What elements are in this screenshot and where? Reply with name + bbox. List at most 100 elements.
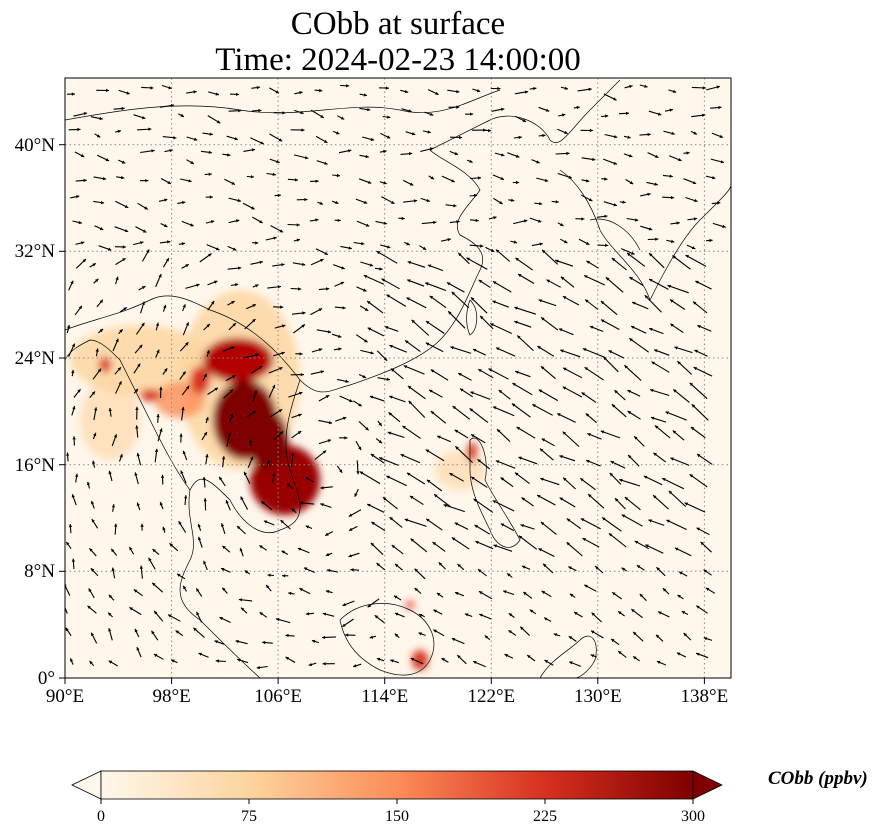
wind-arrow-head <box>493 406 497 410</box>
wind-arrow-head <box>631 609 635 613</box>
wind-arrow-head <box>71 369 75 374</box>
wind-arrow-shaft <box>555 259 574 267</box>
wind-arrow-head <box>299 91 303 95</box>
wind-arrow-head <box>611 404 616 408</box>
wind-arrow-shaft <box>489 323 513 334</box>
wind-arrow-head <box>96 134 101 138</box>
wind-arrow-head <box>716 85 720 89</box>
wind-arrow-head <box>584 275 588 279</box>
wind-arrow-head <box>253 390 257 394</box>
wind-arrow-head <box>196 283 200 287</box>
wind-arrow-head <box>252 319 256 323</box>
wind-arrow-shaft <box>518 456 538 465</box>
wind-arrow-head <box>326 568 331 573</box>
wind-arrow-head <box>383 149 387 154</box>
wind-arrow-head <box>629 84 633 89</box>
wind-arrow-head <box>477 176 481 180</box>
wind-arrow-head <box>305 612 310 616</box>
wind-arrow-head <box>156 414 160 418</box>
wind-arrow-head <box>303 567 308 571</box>
wind-arrow-shaft <box>425 320 445 334</box>
wind-arrow-head <box>587 433 591 437</box>
lon-tick-label: 106°E <box>254 686 302 707</box>
wind-arrow-head <box>250 175 254 179</box>
wind-arrow-shaft <box>425 449 445 462</box>
wind-arrow-head <box>453 204 457 208</box>
wind-arrow-head <box>113 434 117 438</box>
wind-arrow-shaft <box>470 297 488 314</box>
wind-arrow-head <box>148 127 152 131</box>
wind-arrow-shaft <box>626 252 646 267</box>
wind-arrow-head <box>633 656 637 660</box>
wind-arrow-head <box>703 569 707 573</box>
wind-arrow-head <box>383 357 388 361</box>
wind-arrow-head <box>336 173 340 178</box>
wind-arrow-head <box>622 200 626 204</box>
wind-arrow-head <box>433 629 437 633</box>
wind-arrow-head <box>427 130 431 134</box>
wind-arrow-head <box>136 502 140 506</box>
wind-arrow-head <box>383 181 387 185</box>
lon-tick-labels: 90°E 98°E 106°E 114°E 122°E 130°E 138°E <box>46 686 728 707</box>
wind-arrow-head <box>401 216 405 221</box>
wind-arrow-head <box>197 536 202 541</box>
wind-arrow-head <box>70 280 74 285</box>
wind-arrow-head <box>318 308 323 312</box>
wind-arrow-head <box>134 472 138 476</box>
wind-arrow-head <box>91 632 95 637</box>
wind-arrow-head <box>720 160 724 164</box>
wind-arrow-shaft <box>582 347 606 358</box>
wind-arrow-head <box>447 238 451 242</box>
wind-arrow-head <box>285 633 289 638</box>
wind-arrow-head <box>346 84 350 88</box>
wind-arrow-head <box>407 386 412 390</box>
wind-arrow-head <box>588 494 592 498</box>
wind-arrow-head <box>95 348 99 352</box>
wind-arrow-shaft <box>652 494 669 510</box>
wind-arrow-head <box>304 197 308 202</box>
wind-arrow-head <box>586 260 590 264</box>
wind-arrow-head <box>425 282 429 286</box>
wind-arrow-head <box>643 475 648 479</box>
wind-arrow-shaft <box>661 477 685 490</box>
wind-arrow-head <box>409 182 414 186</box>
wind-arrow-head <box>324 251 328 255</box>
wind-arrow-head <box>108 660 113 664</box>
wind-arrow-head <box>315 179 319 183</box>
wind-arrow-shaft <box>579 477 596 491</box>
wind-arrow-shaft <box>363 274 385 285</box>
wind-arrow-head <box>80 241 85 245</box>
wind-arrow-head <box>214 640 218 644</box>
wind-arrow-head <box>114 523 118 527</box>
wind-arrow-head <box>300 110 304 115</box>
wind-arrow-head <box>541 366 545 370</box>
wind-arrow-shaft <box>516 335 534 352</box>
wind-arrow-head <box>277 193 281 198</box>
wind-arrow-head <box>275 90 279 94</box>
wind-arrow-head <box>151 630 155 635</box>
wind-arrow-head <box>231 301 235 305</box>
wind-arrow-head <box>348 513 353 517</box>
wind-arrow-shaft <box>473 498 494 513</box>
wind-arrow-head <box>501 153 505 157</box>
lat-tick-label: 32°N <box>15 241 56 262</box>
wind-arrow-head <box>515 370 519 374</box>
wind-arrow-head <box>656 634 660 639</box>
gridlines <box>65 78 731 678</box>
wind-arrow-head <box>185 342 189 346</box>
wind-arrow-head <box>133 589 138 593</box>
wind-arrow-head <box>702 113 706 117</box>
wind-arrow-head <box>658 611 662 615</box>
wind-arrow-shaft <box>408 400 426 418</box>
wind-arrow-head <box>514 306 518 310</box>
wind-arrow-head <box>90 568 95 572</box>
wind-arrow-head <box>391 200 395 204</box>
wind-arrow-head <box>544 660 548 664</box>
wind-arrow-head <box>705 587 710 591</box>
wind-arrow-head <box>562 386 567 390</box>
wind-arrow-head <box>668 490 673 495</box>
wind-arrow-head <box>541 317 545 321</box>
wind-arrow-head <box>564 86 568 90</box>
wind-arrow-shaft <box>668 490 687 508</box>
wind-arrow-head <box>77 127 81 132</box>
